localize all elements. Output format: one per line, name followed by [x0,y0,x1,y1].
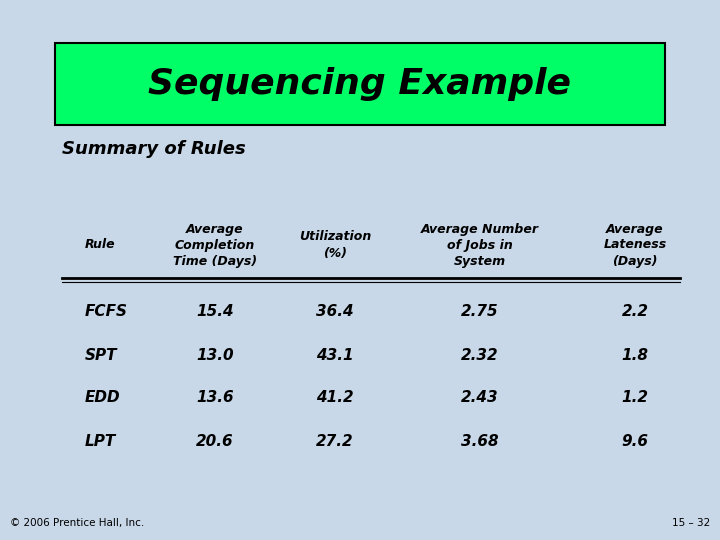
Text: Average
Completion
Time (Days): Average Completion Time (Days) [173,222,257,267]
Text: 43.1: 43.1 [316,348,354,362]
Text: 41.2: 41.2 [316,390,354,406]
Text: FCFS: FCFS [85,305,128,320]
Text: 27.2: 27.2 [316,434,354,449]
Text: 2.32: 2.32 [462,348,499,362]
Text: Average Number
of Jobs in
System: Average Number of Jobs in System [421,222,539,267]
Text: 36.4: 36.4 [316,305,354,320]
Text: 2.43: 2.43 [462,390,499,406]
Text: © 2006 Prentice Hall, Inc.: © 2006 Prentice Hall, Inc. [10,518,144,528]
Text: Rule: Rule [85,239,116,252]
Text: 2.2: 2.2 [621,305,649,320]
Text: SPT: SPT [85,348,117,362]
Text: LPT: LPT [85,434,116,449]
Text: 20.6: 20.6 [196,434,234,449]
Text: 1.2: 1.2 [621,390,649,406]
Text: Summary of Rules: Summary of Rules [62,140,246,158]
Text: 15 – 32: 15 – 32 [672,518,710,528]
Text: 15.4: 15.4 [196,305,234,320]
Text: 9.6: 9.6 [621,434,649,449]
Text: 1.8: 1.8 [621,348,649,362]
Text: Average
Lateness
(Days): Average Lateness (Days) [603,222,667,267]
Text: 2.75: 2.75 [462,305,499,320]
Text: 3.68: 3.68 [462,434,499,449]
Text: 13.0: 13.0 [196,348,234,362]
Text: EDD: EDD [85,390,121,406]
Text: 13.6: 13.6 [196,390,234,406]
Text: Sequencing Example: Sequencing Example [148,67,572,101]
Text: Utilization
(%): Utilization (%) [299,231,371,260]
FancyBboxPatch shape [55,43,665,125]
